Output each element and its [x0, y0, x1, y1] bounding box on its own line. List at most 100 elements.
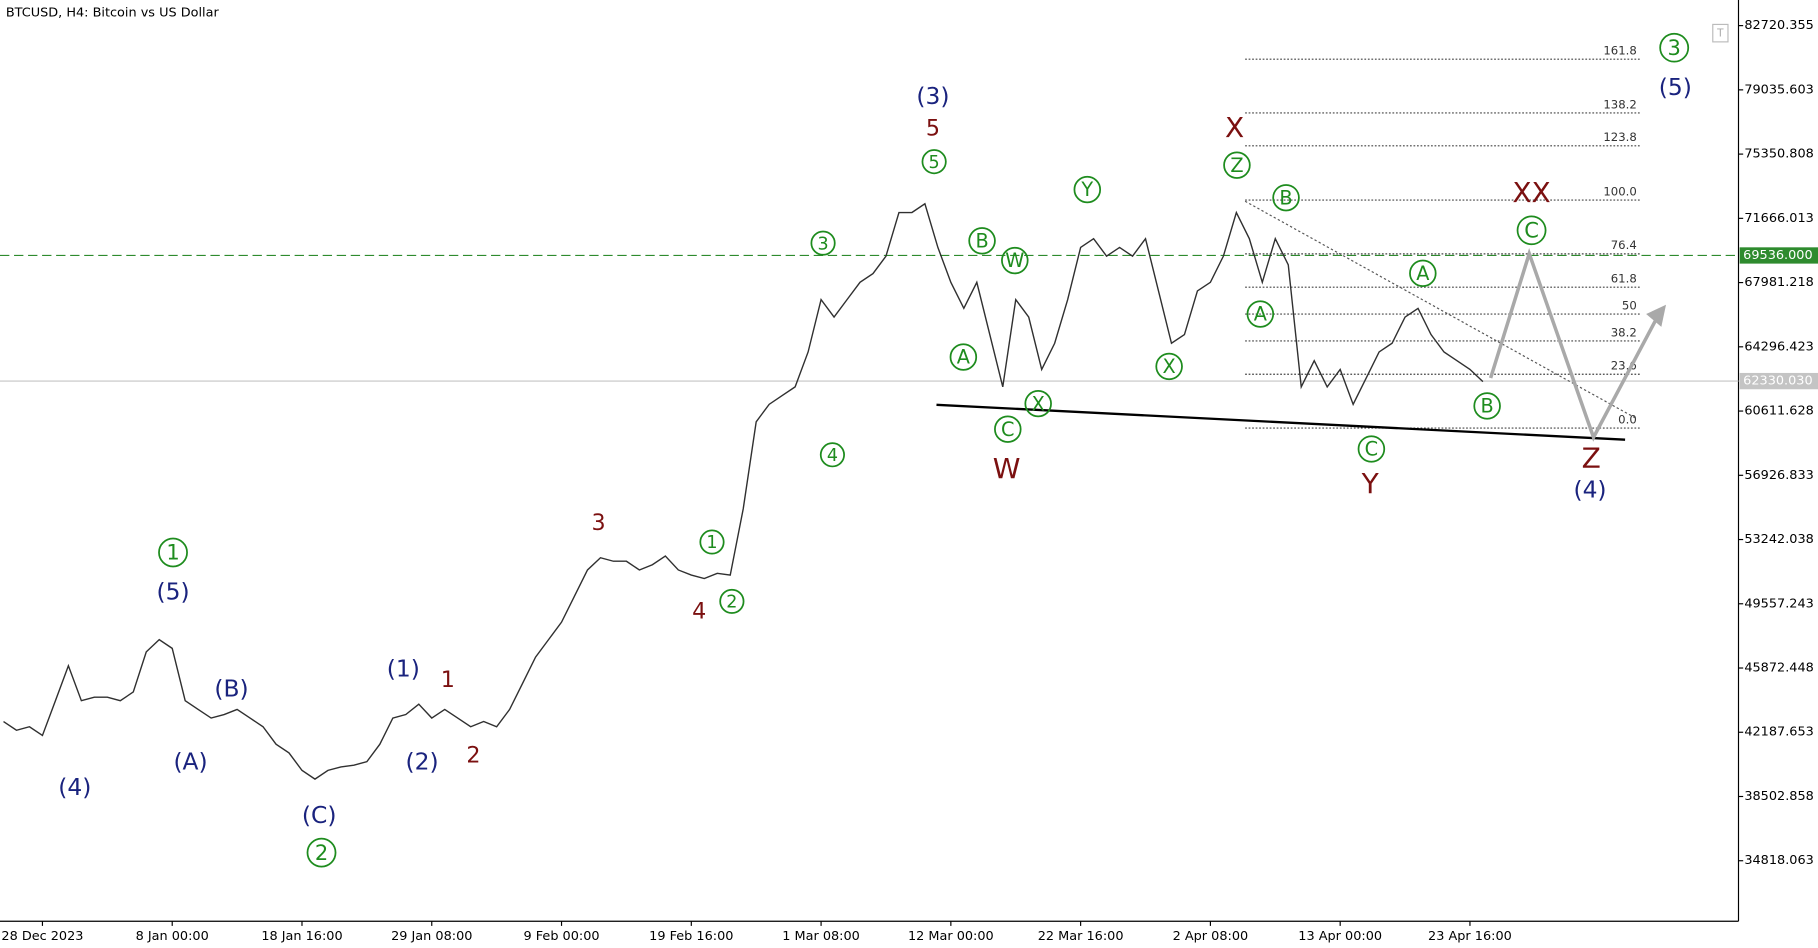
x-tick-label: 22 Mar 16:00 — [1038, 929, 1124, 944]
wave-label-red: Z — [1582, 442, 1601, 475]
y-tick-label: 38502.858 — [1744, 789, 1813, 804]
wave-circle — [1473, 392, 1501, 420]
y-tick-label: 71666.013 — [1744, 211, 1813, 226]
fib-label: 76.4 — [1611, 238, 1637, 252]
wave-circle — [1223, 151, 1251, 179]
fib-label: 123.8 — [1603, 130, 1636, 144]
wave-circle — [306, 837, 337, 868]
wave-label-green: 5 — [929, 153, 940, 173]
wave-circle — [819, 442, 845, 468]
wave-label-green: A — [1416, 262, 1429, 285]
chart-title: BTCUSD, H4: Bitcoin vs US Dollar — [6, 5, 220, 20]
wave-circle — [158, 537, 188, 568]
x-tick-label: 8 Jan 00:00 — [136, 929, 209, 944]
wave-label-green: A — [957, 346, 970, 369]
y-tick-label: 42187.653 — [1744, 725, 1813, 740]
projection-arrow — [1646, 304, 1667, 327]
wave-label-green: Y — [1080, 178, 1093, 201]
wave-circle — [1024, 389, 1052, 418]
price-tag — [1739, 247, 1818, 264]
y-tick-label: 60611.628 — [1744, 404, 1813, 419]
wave-label-green: 4 — [827, 446, 838, 466]
price-tag-label: 62330.030 — [1743, 374, 1812, 389]
wave-label-green: B — [1279, 186, 1292, 209]
wave-circle — [1073, 175, 1102, 204]
wave-label-red: W — [993, 452, 1021, 485]
y-tick-label: 64296.423 — [1744, 339, 1813, 354]
fib-label: 100.0 — [1603, 184, 1636, 198]
x-tick-label: 23 Apr 16:00 — [1428, 929, 1512, 944]
x-tick-label: 19 Feb 16:00 — [649, 929, 733, 944]
x-tick-label: 13 Apr 00:00 — [1298, 929, 1382, 944]
wave-label-blue: (B) — [214, 675, 248, 702]
trade-icon[interactable] — [1712, 23, 1729, 43]
wave-label-red: X — [1225, 111, 1244, 144]
wave-label-blue: (1) — [387, 656, 420, 683]
fib-label: 50 — [1622, 298, 1637, 312]
projection — [1488, 247, 1662, 442]
wave-label-green: B — [975, 229, 988, 252]
wave-label-green: 1 — [166, 541, 179, 565]
y-tick-label: 67981.218 — [1744, 275, 1813, 290]
y-tick-label: 49557.243 — [1744, 596, 1813, 611]
wave-label-red: 4 — [692, 598, 706, 624]
wave-circle — [1516, 215, 1547, 246]
y-tick-label: 34818.063 — [1744, 853, 1813, 868]
wave-label-green: X — [1032, 392, 1045, 415]
wave-circle — [949, 343, 978, 371]
fib-label: 138.2 — [1603, 97, 1636, 111]
wave-circle — [968, 227, 996, 255]
wave-label-blue: (2) — [405, 749, 438, 776]
fib-label: 0.0 — [1618, 412, 1637, 426]
wave-circle — [994, 415, 1022, 443]
wave-circle — [1659, 32, 1690, 63]
price-tag-label: 69536.000 — [1743, 248, 1812, 263]
support-line — [936, 403, 1626, 441]
wave-label-green: A — [1254, 303, 1267, 326]
wave-label-red: 1 — [441, 667, 455, 693]
x-tick-label: 9 Feb 00:00 — [523, 929, 599, 944]
wave-label-green: C — [1001, 418, 1014, 441]
wave-circle — [1246, 300, 1275, 328]
y-tick-label: 82720.355 — [1744, 18, 1813, 33]
wave-label-green: 1 — [706, 533, 717, 553]
wave-label-blue: (A) — [173, 749, 207, 776]
wave-label-green: 3 — [1668, 36, 1681, 60]
wave-label-blue: (4) — [1573, 476, 1606, 503]
y-tick-label: 53242.038 — [1744, 532, 1813, 547]
x-tick-label: 28 Dec 2023 — [1, 929, 83, 944]
x-tick-label: 12 Mar 00:00 — [908, 929, 994, 944]
wave-circle — [1409, 259, 1437, 288]
wave-label-red: 3 — [592, 510, 606, 536]
wave-label-blue: (5) — [156, 579, 189, 606]
wave-labels: 12312345ABWCXYXZBAACBC(4)(5)(A)(B)(C)(1)… — [58, 32, 1692, 868]
fib-label: 38.2 — [1611, 325, 1637, 339]
y-tick-label: 79035.603 — [1744, 82, 1813, 97]
wave-circle — [1155, 352, 1183, 381]
y-tick-label: 45872.448 — [1744, 661, 1813, 676]
x-tick-label: 18 Jan 16:00 — [261, 929, 342, 944]
wave-circle — [1357, 435, 1386, 463]
wave-circle — [699, 529, 725, 555]
series — [0, 202, 1739, 780]
trade-icon-glyph: T — [1716, 28, 1724, 40]
x-tick-label: 29 Jan 08:00 — [391, 929, 472, 944]
price-tag — [1739, 372, 1818, 390]
wave-label-green: 3 — [817, 234, 828, 254]
wave-label-blue: (5) — [1659, 74, 1692, 101]
wave-label-red: XX — [1512, 176, 1550, 209]
wave-label-blue: (4) — [58, 774, 91, 801]
wave-label-green: 2 — [315, 841, 328, 865]
fibonacci: 161.8138.2123.8100.076.461.85038.223.60.… — [1245, 44, 1641, 429]
wave-label-green: W — [1005, 249, 1024, 272]
wave-label-green: X — [1163, 355, 1176, 378]
y-tick-label: 56926.833 — [1744, 468, 1813, 483]
price-line-series — [3, 202, 1484, 780]
wave-circle — [921, 149, 947, 175]
wave-label-green: 2 — [726, 593, 737, 613]
x-tick-label: 1 Mar 08:00 — [782, 929, 860, 944]
wave-circle — [810, 230, 836, 256]
wave-label-red: 5 — [926, 116, 940, 142]
